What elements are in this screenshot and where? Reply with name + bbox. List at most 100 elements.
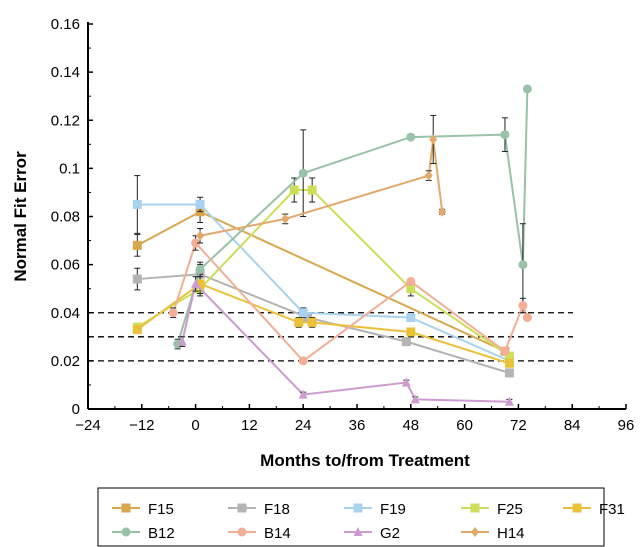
data-point bbox=[298, 308, 308, 318]
y-axis-title: Normal Fit Error bbox=[11, 151, 30, 282]
x-tick-label: 96 bbox=[618, 417, 635, 434]
legend-label: F25 bbox=[497, 501, 523, 518]
legend-label: H14 bbox=[497, 525, 525, 542]
data-point bbox=[281, 213, 290, 224]
data-point bbox=[121, 527, 131, 537]
data-point bbox=[195, 199, 205, 209]
data-point bbox=[406, 276, 416, 286]
series-line bbox=[136, 282, 510, 365]
legend-label: F31 bbox=[599, 501, 625, 518]
data-point bbox=[294, 317, 304, 327]
data-point bbox=[289, 185, 299, 195]
legend-item-f18: F18 bbox=[228, 501, 290, 518]
x-tick-label: 84 bbox=[564, 417, 581, 434]
data-point bbox=[298, 168, 308, 178]
legend-item-f19: F19 bbox=[344, 501, 406, 518]
data-point bbox=[518, 260, 528, 270]
data-point bbox=[504, 358, 514, 368]
y-tick-label: 0.14 bbox=[51, 64, 80, 81]
data-point bbox=[132, 199, 142, 209]
legend-item-f31: F31 bbox=[563, 501, 625, 518]
x-tick-label: 24 bbox=[295, 417, 312, 434]
legend: F15 F18 F19 F25 F31 B12 B14 G2 H14 bbox=[97, 487, 625, 547]
legend-item-g2: G2 bbox=[344, 525, 400, 542]
x-tick-label: −24 bbox=[75, 417, 100, 434]
y-tick-label: 0.04 bbox=[51, 305, 80, 322]
data-point bbox=[518, 301, 528, 311]
legend-label: B14 bbox=[264, 525, 291, 542]
data-point bbox=[237, 527, 247, 537]
data-point bbox=[168, 308, 178, 318]
series-f19 bbox=[132, 175, 514, 366]
legend-label: B12 bbox=[148, 525, 175, 542]
data-point bbox=[522, 84, 532, 94]
legend-item-b14: B14 bbox=[228, 525, 291, 542]
legend-label: G2 bbox=[380, 525, 400, 542]
legend-label: F18 bbox=[264, 501, 290, 518]
data-point bbox=[132, 240, 142, 250]
data-point bbox=[471, 527, 479, 537]
data-point bbox=[504, 396, 514, 406]
legend-item-f25: F25 bbox=[461, 501, 523, 518]
data-point bbox=[177, 336, 187, 346]
data-point bbox=[132, 325, 142, 335]
x-tick-label: 72 bbox=[510, 417, 527, 434]
x-tick-label: 48 bbox=[402, 417, 419, 434]
axes: 0 0.02 0.04 0.06 0.08 0.1 0.12 0.14 0.16 −24 −12 0 1… bbox=[51, 16, 635, 434]
x-tick-label: 12 bbox=[241, 417, 258, 434]
series-line bbox=[136, 210, 506, 353]
x-tick-label: 60 bbox=[456, 417, 473, 434]
series-f15 bbox=[132, 200, 510, 356]
data-point bbox=[237, 503, 247, 513]
y-tick-label: 0.16 bbox=[51, 16, 80, 33]
data-point bbox=[307, 185, 317, 195]
data-point bbox=[307, 317, 317, 327]
legend-item-f15: F15 bbox=[112, 501, 174, 518]
plot-area bbox=[88, 84, 573, 406]
legend-item-b12: B12 bbox=[112, 525, 175, 542]
data-point bbox=[438, 206, 447, 217]
data-point bbox=[132, 274, 142, 284]
data-point bbox=[572, 503, 582, 513]
y-tick-label: 0.02 bbox=[51, 353, 80, 370]
y-tick-label: 0 bbox=[72, 401, 80, 418]
series-line bbox=[176, 88, 529, 345]
data-point bbox=[191, 278, 201, 288]
data-point bbox=[121, 503, 131, 513]
series-f31 bbox=[132, 273, 514, 368]
y-tick-label: 0.1 bbox=[59, 160, 80, 177]
series-b12 bbox=[173, 84, 532, 350]
data-point bbox=[353, 503, 363, 513]
data-point bbox=[298, 389, 308, 399]
y-tick-label: 0.12 bbox=[51, 112, 80, 129]
data-point bbox=[406, 313, 416, 323]
series-line bbox=[181, 281, 510, 403]
data-point bbox=[429, 134, 438, 145]
series-line bbox=[199, 139, 444, 237]
data-point bbox=[470, 503, 480, 513]
data-point bbox=[406, 327, 416, 337]
data-point bbox=[522, 313, 532, 323]
series-h14 bbox=[196, 114, 447, 244]
y-tick-label: 0.08 bbox=[51, 209, 80, 226]
x-tick-label: 0 bbox=[191, 417, 199, 434]
data-point bbox=[424, 170, 433, 181]
series-g2 bbox=[177, 276, 514, 406]
data-point bbox=[500, 346, 510, 356]
x-tick-label: −12 bbox=[129, 417, 154, 434]
data-point bbox=[401, 337, 411, 347]
series-b14 bbox=[168, 235, 532, 366]
data-point bbox=[500, 130, 510, 140]
legend-label: F15 bbox=[148, 501, 174, 518]
x-axis-title: Months to/from Treatment bbox=[260, 451, 470, 470]
data-point bbox=[195, 264, 205, 274]
legend-label: F19 bbox=[380, 501, 406, 518]
data-point bbox=[298, 356, 308, 366]
data-point bbox=[504, 368, 514, 378]
data-point bbox=[353, 527, 363, 536]
legend-item-h14: H14 bbox=[461, 525, 525, 542]
data-point bbox=[410, 394, 420, 404]
data-point bbox=[406, 132, 416, 142]
data-point bbox=[401, 377, 411, 387]
